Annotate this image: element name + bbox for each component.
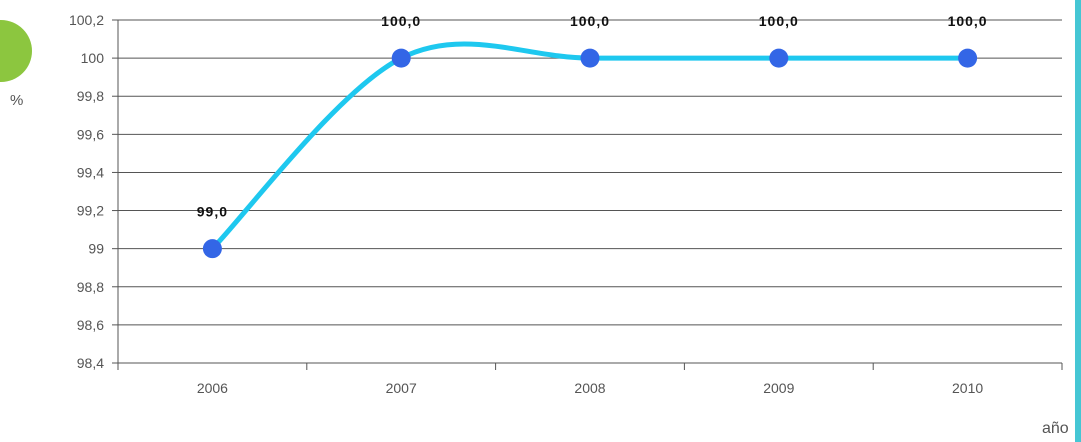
y-tick-label: 99 bbox=[88, 241, 104, 257]
y-tick-label: 100,2 bbox=[69, 12, 104, 28]
data-label: 99,0 bbox=[197, 204, 228, 220]
data-point bbox=[202, 239, 222, 259]
y-tick-label: 98,4 bbox=[77, 355, 104, 371]
data-label: 100,0 bbox=[570, 13, 610, 29]
y-tick-label: 99,4 bbox=[77, 164, 104, 180]
series-line bbox=[209, 41, 971, 252]
y-tick-labels: 98,4 98,6 98,8 99 99,2 99,4 99,6 99,8 100 100,2 bbox=[69, 12, 104, 371]
x-tick-label: 2009 bbox=[763, 380, 794, 396]
y-tick-label: 100 bbox=[81, 50, 105, 66]
x-axis-label: año bbox=[1042, 420, 1069, 437]
data-label: 100,0 bbox=[948, 13, 988, 29]
y-tick-label: 99,8 bbox=[77, 88, 104, 104]
data-label: 100,0 bbox=[381, 13, 421, 29]
x-tick-label: 2010 bbox=[952, 380, 983, 396]
data-label: 100,0 bbox=[759, 13, 799, 29]
decorative-side-bar bbox=[1075, 0, 1081, 442]
y-tick-label: 99,6 bbox=[77, 126, 104, 142]
gridlines bbox=[118, 19, 1062, 326]
axes bbox=[112, 19, 1063, 370]
series-layer bbox=[202, 41, 978, 259]
x-tick-labels: 2006 2007 2008 2009 2010 bbox=[197, 380, 984, 396]
data-point bbox=[769, 48, 789, 68]
x-tick-label: 2006 bbox=[197, 380, 228, 396]
y-tick-label: 99,2 bbox=[77, 203, 104, 219]
data-point bbox=[580, 48, 600, 68]
y-tick-label: 98,6 bbox=[77, 317, 104, 333]
data-labels: 99,0 100,0 100,0 100,0 100,0 bbox=[197, 13, 988, 220]
data-point bbox=[958, 48, 978, 68]
y-tick-label: 98,8 bbox=[77, 279, 104, 295]
x-tick-label: 2008 bbox=[574, 380, 605, 396]
x-tick-label: 2007 bbox=[386, 380, 417, 396]
data-point bbox=[391, 48, 411, 68]
y-axis-label: % bbox=[10, 92, 24, 109]
